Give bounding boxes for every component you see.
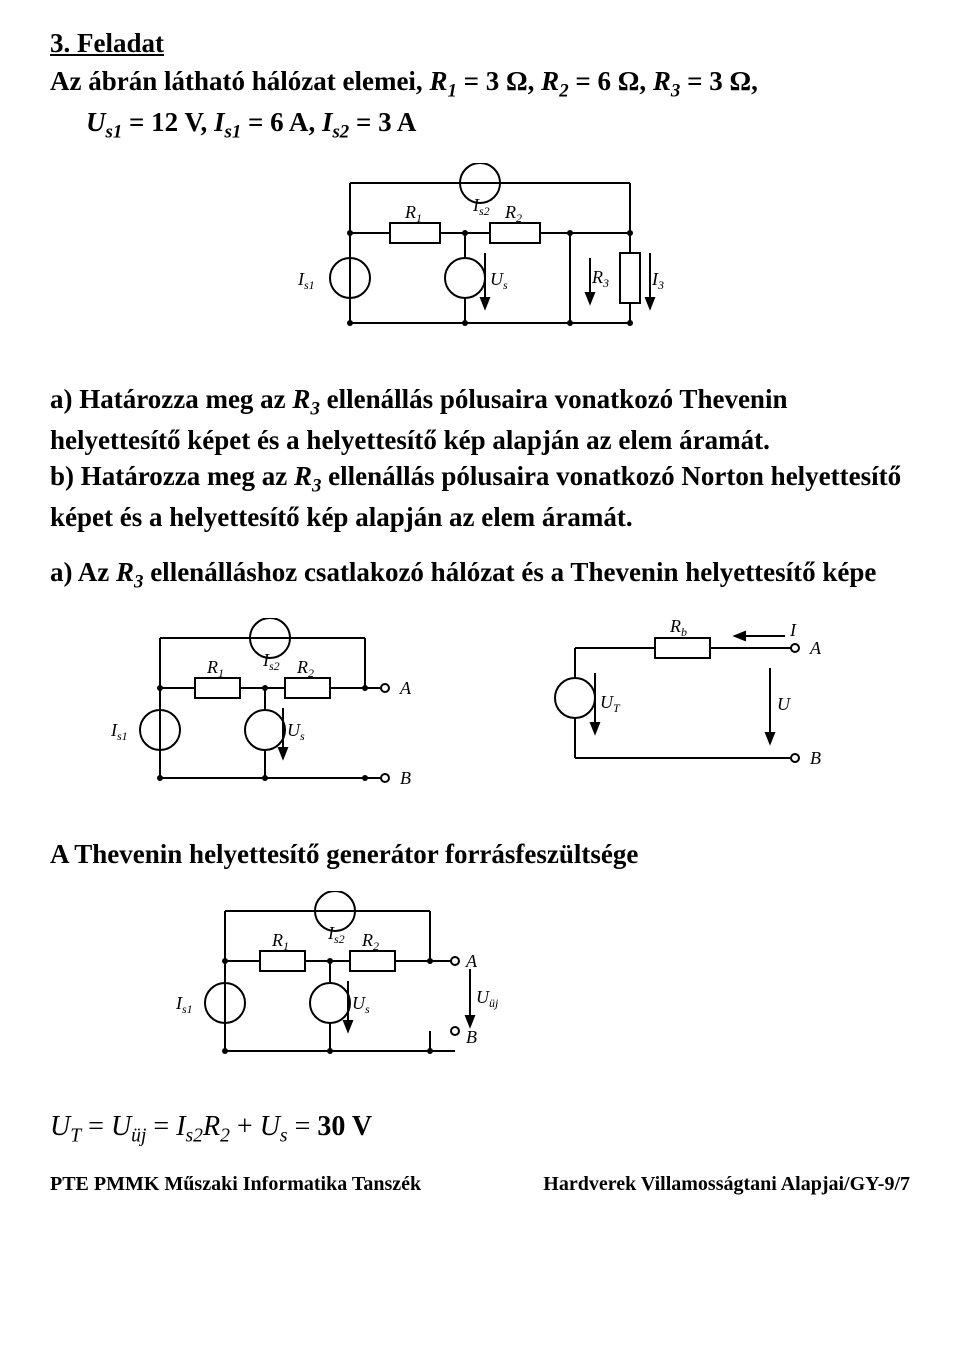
qa-sub: 3 [310, 398, 319, 419]
svg-text:A: A [399, 678, 412, 698]
is1-val: = 6 A [241, 107, 308, 137]
f-eq3: = [288, 1111, 318, 1142]
svg-text:Is1: Is1 [297, 269, 315, 292]
svg-text:R1: R1 [206, 657, 224, 680]
r1-val: = 3 Ω [457, 66, 528, 96]
svg-text:Is1: Is1 [175, 993, 193, 1016]
f-uuj-sub: üj [131, 1125, 146, 1146]
svg-text:R2: R2 [361, 930, 379, 953]
sep1: , [528, 66, 542, 96]
qa-prefix: a) Határozza meg az [50, 384, 292, 414]
qb-sub: 3 [312, 476, 321, 497]
is2-sym: I [322, 107, 333, 137]
thevenin-text: A Thevenin helyettesítő generátor forrás… [50, 836, 910, 872]
r1-sub: 1 [447, 80, 456, 101]
f-ut-sub: T [70, 1125, 81, 1146]
aa-var: R [116, 557, 134, 587]
comma-end: , [751, 66, 758, 96]
svg-text:Us: Us [287, 720, 305, 743]
footer-left: PTE PMMK Műszaki Informatika Tanszék [50, 1173, 421, 1196]
svg-text:B: B [466, 1027, 477, 1047]
is1-sym: I [214, 107, 225, 137]
svg-text:A: A [809, 638, 822, 658]
footer-right: Hardverek Villamosságtani Alapjai/GY-9/7 [543, 1173, 910, 1196]
sep4: , [308, 107, 322, 137]
exercise-heading: 3. Feladat [50, 28, 910, 59]
svg-text:R2: R2 [504, 202, 522, 225]
is2-val: = 3 A [349, 107, 416, 137]
r2-val: = 6 Ω [569, 66, 640, 96]
f-is2: I [176, 1111, 185, 1142]
svg-text:Rb: Rb [669, 618, 687, 639]
f-eq2: = [146, 1111, 176, 1142]
aa-prefix: a) Az [50, 557, 116, 587]
r3-val: = 3 Ω [680, 66, 751, 96]
us1-sym: U [86, 107, 106, 137]
f-r2-sub: 2 [220, 1125, 230, 1146]
svg-text:I: I [789, 620, 797, 640]
r2-sym: R [541, 66, 559, 96]
f-eq1: = [81, 1111, 111, 1142]
svg-text:R1: R1 [271, 930, 289, 953]
f-val: 30 V [317, 1111, 372, 1142]
svg-text:R1: R1 [404, 202, 422, 225]
svg-text:Us: Us [490, 269, 508, 292]
svg-text:R3: R3 [591, 267, 609, 290]
svg-text:Us: Us [352, 993, 370, 1016]
question-b: b) Határozza meg az R3 ellenállás pólusa… [50, 458, 910, 535]
us1-val: = 12 V [122, 107, 200, 137]
aa-rest: ellenálláshoz csatlakozó hálózat és a Th… [143, 557, 876, 587]
question-a: a) Határozza meg az R3 ellenállás pólusa… [50, 381, 910, 458]
circuit-figure-1: Is2 R1 R2 Is1 Us R3 I3 [50, 163, 910, 353]
r3-sub: 3 [671, 80, 680, 101]
qb-var: R [294, 461, 312, 491]
problem-prefix: Az ábrán látható hálózat elemei, [50, 66, 429, 96]
qa-var: R [292, 384, 310, 414]
result-formula: UT = Uüj = Is2R2 + Us = 30 V [50, 1111, 910, 1148]
sep3: , [200, 107, 214, 137]
us1-sub: s1 [106, 121, 123, 142]
svg-text:B: B [810, 748, 821, 768]
svg-text:UT: UT [600, 692, 621, 715]
r1-sym: R [429, 66, 447, 96]
problem-line2: Us1 = 12 V, Is1 = 6 A, Is2 = 3 A [50, 104, 910, 145]
answer-a-heading: a) Az R3 ellenálláshoz csatlakozó hálóza… [50, 554, 910, 595]
f-us-sub: s [280, 1125, 288, 1146]
f-r2: R [203, 1111, 220, 1142]
circuit-row-2: Is2 R1 R2 Is1 Us A B [50, 618, 910, 808]
f-uuj: U [111, 1111, 131, 1142]
svg-text:B: B [400, 768, 411, 788]
svg-text:A: A [465, 951, 478, 971]
circuit-figure-3: Is2 R1 R2 Is1 Us A Uüj B [50, 891, 910, 1081]
is2-sub: s2 [332, 121, 349, 142]
f-ut: U [50, 1111, 70, 1142]
qb-prefix: b) Határozza meg az [50, 461, 294, 491]
r2-sub: 2 [559, 80, 568, 101]
f-us: U [260, 1111, 280, 1142]
f-plus: + [230, 1111, 260, 1142]
svg-text:R2: R2 [296, 657, 314, 680]
is1-sub: s1 [224, 121, 241, 142]
page-footer: PTE PMMK Műszaki Informatika Tanszék Har… [50, 1173, 910, 1196]
r3-sym: R [653, 66, 671, 96]
svg-text:Uüj: Uüj [476, 987, 499, 1010]
svg-text:U: U [777, 694, 791, 714]
f-is2-sub: s2 [186, 1125, 203, 1146]
problem-line1: Az ábrán látható hálózat elemei, R1 = 3 … [50, 63, 910, 104]
svg-text:I3: I3 [651, 269, 664, 292]
sep2: , [639, 66, 653, 96]
svg-text:Is1: Is1 [110, 720, 128, 743]
